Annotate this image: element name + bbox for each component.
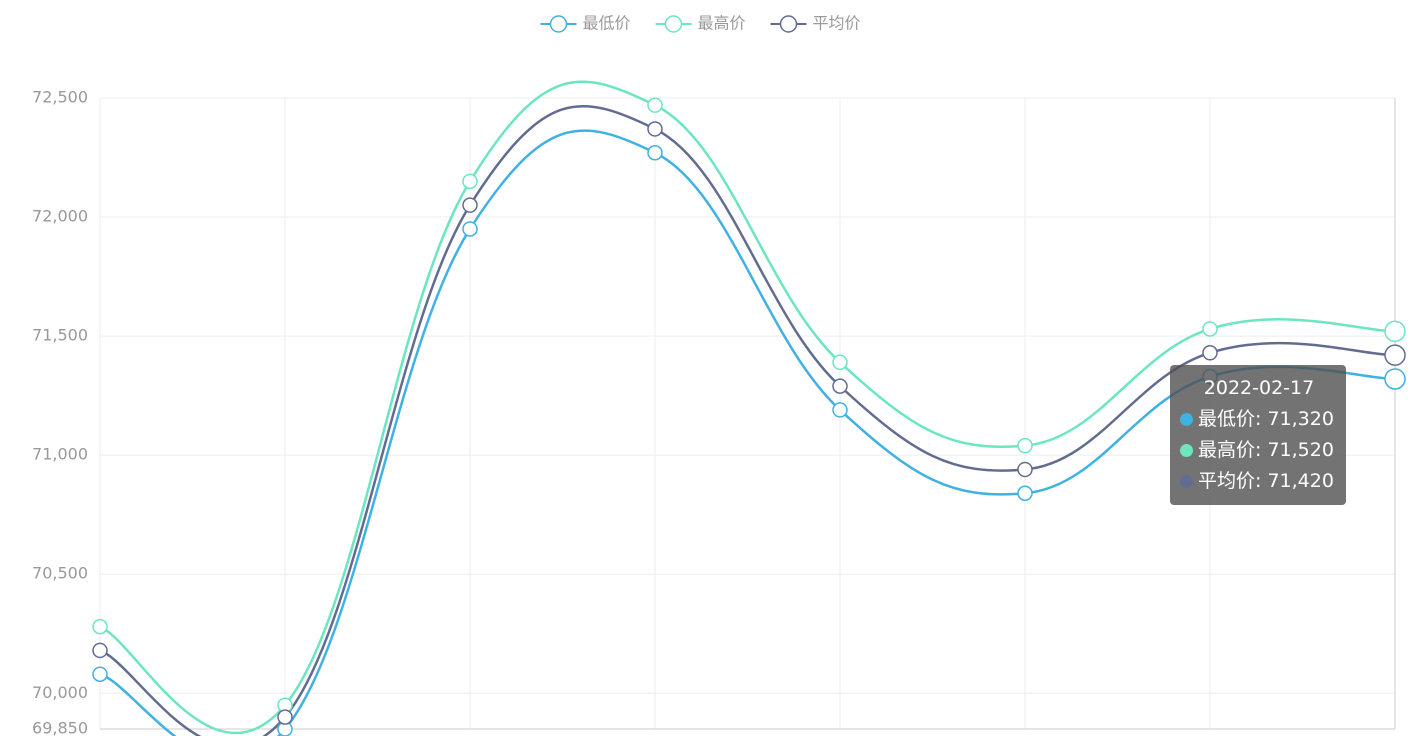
data-point xyxy=(462,197,478,213)
data-point xyxy=(1384,320,1406,343)
tooltip-dot xyxy=(1180,444,1193,457)
data-point xyxy=(647,121,663,137)
tooltip-value: 71,520 xyxy=(1267,439,1334,461)
legend-icon xyxy=(549,15,568,33)
tooltip-row: 最低价: 71,320 xyxy=(1180,404,1338,435)
data-point xyxy=(1017,461,1033,478)
legend-label: 最高价 xyxy=(698,14,746,33)
data-point xyxy=(832,378,848,394)
legend-icon xyxy=(779,15,798,33)
tooltip-title: 2022-02-17 xyxy=(1203,377,1315,399)
tooltip-series: 平均价 xyxy=(1198,470,1256,492)
tooltip-row: 平均价: 71,420 xyxy=(1180,466,1338,497)
tooltip-dot xyxy=(1180,475,1193,488)
data-point xyxy=(1017,485,1033,502)
legend-label: 平均价 xyxy=(813,14,861,33)
y-tick-label: 71,000 xyxy=(32,445,88,464)
data-point xyxy=(647,97,663,113)
y-tick-label: 71,500 xyxy=(32,326,88,345)
tooltip-value: 71,320 xyxy=(1267,408,1334,430)
data-point xyxy=(277,709,293,725)
data-point xyxy=(92,666,108,682)
tooltip-value: 71,420 xyxy=(1267,470,1334,492)
y-tick-label: 72,500 xyxy=(32,88,88,107)
legend-icon xyxy=(664,15,683,33)
tooltip-sep: : xyxy=(1255,439,1268,461)
legend-item: 最低价 xyxy=(540,14,631,33)
data-point xyxy=(462,173,478,190)
tooltip-series: 最低价 xyxy=(1198,408,1256,430)
y-tick-label: 72,000 xyxy=(32,207,88,226)
y-tick-label: 70,000 xyxy=(32,683,88,702)
legend-label: 最低价 xyxy=(583,14,631,33)
data-point xyxy=(832,402,848,418)
tooltip-row: 最高价: 71,520 xyxy=(1180,435,1338,466)
legend-item: 最高价 xyxy=(655,14,746,33)
data-point xyxy=(1017,437,1033,454)
tooltip-dot xyxy=(1180,413,1193,426)
tooltip-series: 最高价 xyxy=(1198,439,1256,461)
tooltip-sep: : xyxy=(1255,408,1268,430)
tooltip-sep: : xyxy=(1255,470,1268,492)
data-point xyxy=(832,354,848,371)
legend-item: 平均价 xyxy=(770,14,861,33)
tooltip: 2022-02-17 最低价: 71,320 最高价: 71,520 平均价: 71,… xyxy=(1170,365,1346,505)
data-point xyxy=(92,618,108,635)
series-line xyxy=(99,80,1396,735)
data-point xyxy=(92,642,108,659)
series-line xyxy=(99,129,1396,736)
data-point xyxy=(1384,368,1406,390)
y-tick-label: 70,500 xyxy=(32,564,88,583)
y-tick-label: 69,850 xyxy=(32,719,88,736)
data-point xyxy=(1202,345,1218,361)
data-point xyxy=(647,145,663,161)
data-point xyxy=(462,221,478,237)
series-line xyxy=(99,104,1396,736)
data-point xyxy=(1202,321,1218,337)
data-point xyxy=(1384,344,1406,366)
